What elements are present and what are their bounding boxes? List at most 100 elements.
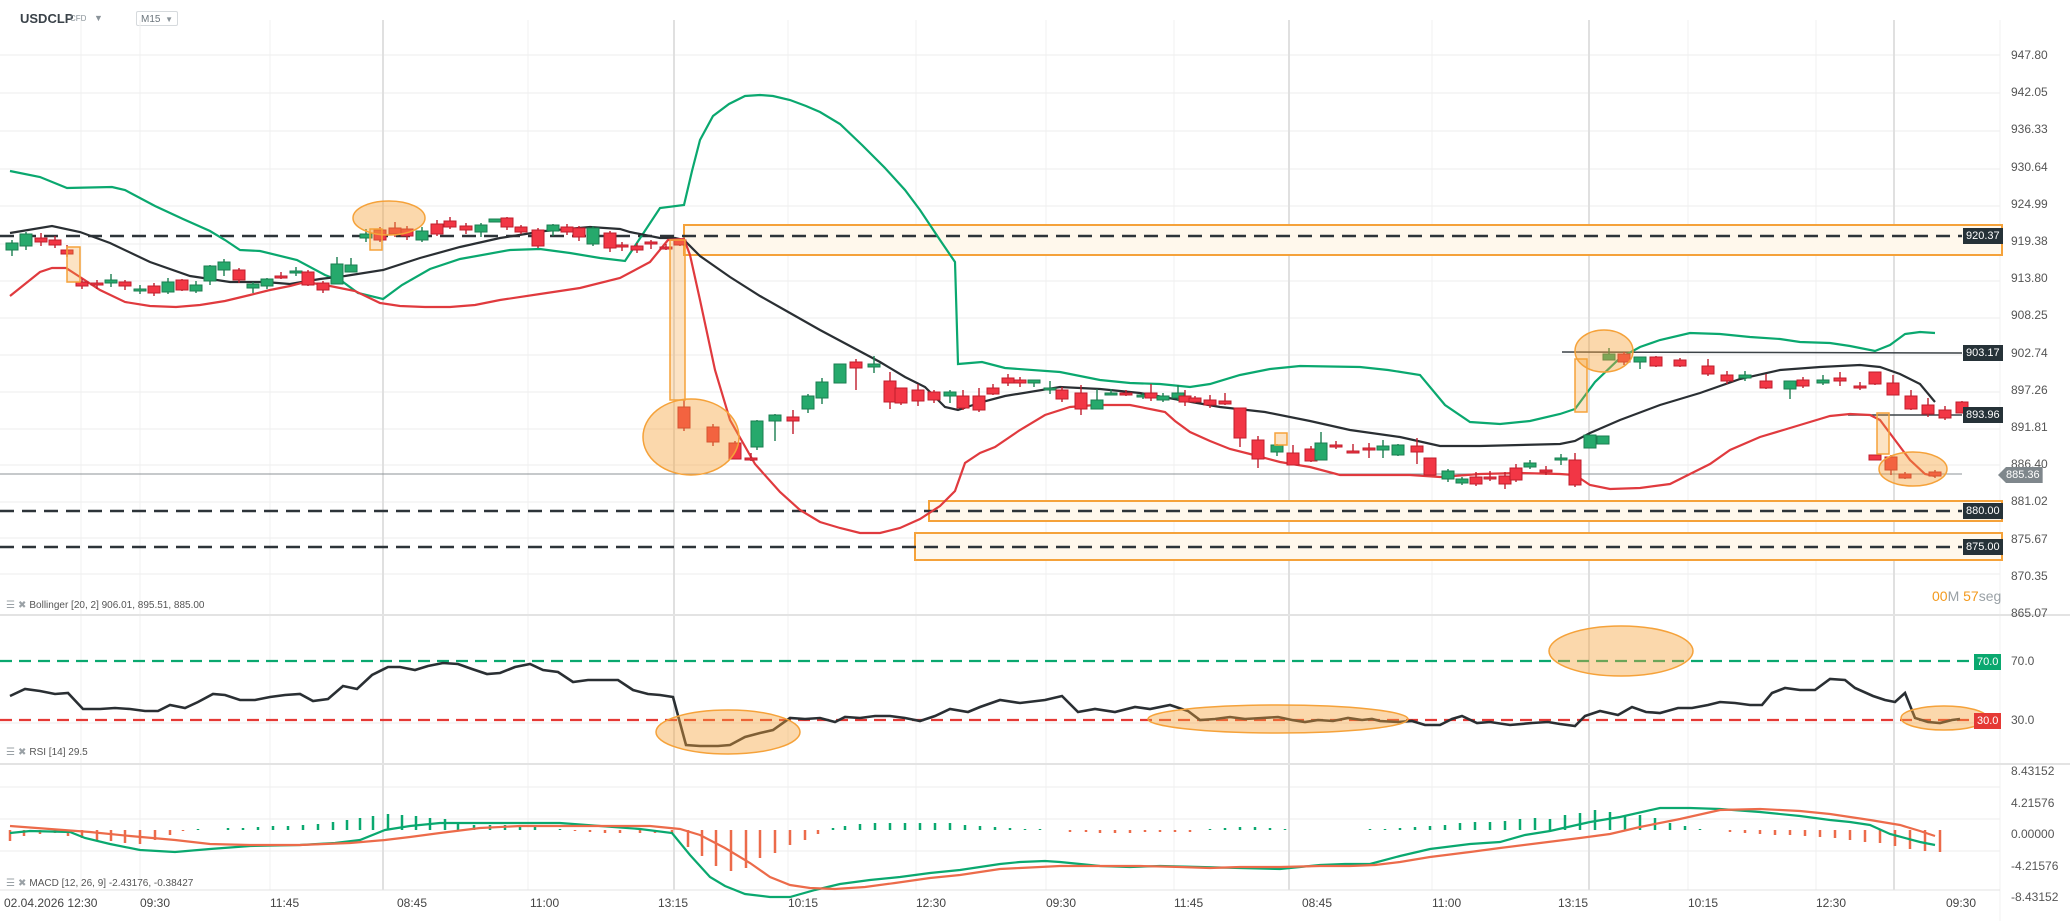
close-icon[interactable]: ✖ <box>17 878 27 889</box>
dashed-levels[interactable] <box>0 234 1962 549</box>
candle <box>1074 392 1088 410</box>
candle <box>1509 467 1523 481</box>
candle <box>1904 395 1918 410</box>
candle <box>1027 379 1041 384</box>
candle <box>943 391 957 397</box>
rsi-70-tag: 70.0 <box>1974 654 2002 670</box>
grid <box>0 54 2000 852</box>
candle <box>1554 457 1568 461</box>
candle <box>750 420 764 448</box>
candle <box>1868 454 1882 461</box>
candle <box>1539 469 1553 473</box>
candle <box>1013 379 1027 384</box>
time-axis-label: 09:30 <box>1946 896 1977 910</box>
macd-axis-label: -4.21576 <box>2011 858 2059 873</box>
settings-icon[interactable]: ☰ <box>6 600 15 611</box>
candle <box>1633 356 1647 363</box>
chart-header: USDCLP CFD ▼ M15 ▼ <box>0 0 2000 38</box>
rsi-line <box>9 661 1961 748</box>
grid-vertical <box>80 20 2001 921</box>
close-icon[interactable]: ✖ <box>17 747 27 758</box>
candle <box>956 395 970 409</box>
candle <box>659 246 673 250</box>
candle <box>560 226 574 233</box>
candle <box>1270 444 1284 453</box>
day-separators <box>382 20 1895 890</box>
price-axis-label: 936.33 <box>2011 122 2048 137</box>
price-axis-label: 908.25 <box>2011 308 2048 323</box>
candle-countdown: 00M 57seg <box>1932 588 2001 604</box>
candle <box>1673 359 1687 367</box>
time-axis-label: 11:00 <box>1432 896 1462 910</box>
candle <box>415 230 429 241</box>
candle <box>5 242 19 251</box>
candle <box>1251 439 1265 460</box>
candle <box>443 220 457 228</box>
time-axis-label: 13:15 <box>658 896 689 910</box>
candle <box>90 282 104 286</box>
candle <box>677 406 691 429</box>
candle <box>330 263 344 285</box>
candle <box>849 361 863 369</box>
candle <box>232 269 246 281</box>
chevron-down-icon: ▼ <box>165 15 173 24</box>
rsi-legend-text: RSI [14] 29.5 <box>29 747 88 758</box>
symbol-dropdown-icon[interactable]: ▼ <box>94 13 103 23</box>
candle <box>1144 392 1158 399</box>
rsi-axis-70: 70.0 <box>2011 654 2035 668</box>
price-axis-label: 881.02 <box>2011 494 2048 509</box>
candle <box>744 457 758 461</box>
candle <box>175 279 189 291</box>
candle <box>786 416 800 422</box>
price-level-tag: 893.96 <box>1963 407 2003 423</box>
candle <box>1469 476 1483 485</box>
timer-sec-unit: seg <box>1978 588 2002 604</box>
candle <box>1720 374 1734 382</box>
candle <box>1188 397 1202 403</box>
candle <box>1921 404 1935 415</box>
candle <box>1376 445 1390 451</box>
candle <box>1701 365 1715 375</box>
macd-axis-label: -8.43152 <box>2011 890 2059 904</box>
price-axis-label: 919.38 <box>2011 234 2048 248</box>
price-axis-label: 897.26 <box>2011 382 2048 397</box>
time-axis-label: 11:45 <box>270 896 300 910</box>
price-axis-label: 924.99 <box>2011 196 2048 211</box>
close-icon[interactable]: ✖ <box>17 600 27 611</box>
candle <box>644 241 658 245</box>
candle <box>1898 473 1912 479</box>
candle <box>1001 377 1015 384</box>
macd-axis-label: 8.43152 <box>2011 764 2055 778</box>
settings-icon[interactable]: ☰ <box>6 878 15 889</box>
rsi-axis-30: 30.0 <box>2011 713 2035 727</box>
bollinger-legend[interactable]: ☰ ✖ Bollinger [20, 2] 906.01, 895.51, 885.… <box>6 600 205 611</box>
timeframe-select[interactable]: M15 ▼ <box>136 11 178 26</box>
price-level-tag: 903.17 <box>1963 345 2003 361</box>
candlesticks[interactable] <box>5 217 1969 489</box>
price-level-tag: 920.37 <box>1963 228 2003 244</box>
candle <box>1853 385 1867 389</box>
candle <box>531 229 545 247</box>
candle <box>1329 444 1343 448</box>
macd-legend[interactable]: ☰ ✖ MACD [12, 26, 9] -2.43176, -0.38427 <box>6 878 193 889</box>
candle <box>217 261 231 271</box>
candle <box>706 426 720 443</box>
settings-icon[interactable]: ☰ <box>6 747 15 758</box>
candle <box>1090 399 1104 410</box>
macd-legend-text: MACD [12, 26, 9] -2.43176, -0.38427 <box>29 878 194 889</box>
candle <box>500 217 514 228</box>
rsi-legend[interactable]: ☰ ✖ RSI [14] 29.5 <box>6 747 88 758</box>
price-axis-label: 947.80 <box>2011 48 2048 62</box>
rsi-30-tag: 30.0 <box>1974 713 2002 729</box>
time-axis-label: 11:00 <box>530 896 560 910</box>
candle <box>815 381 829 399</box>
candle <box>630 245 644 251</box>
candle <box>1928 471 1942 477</box>
candle <box>1498 475 1512 485</box>
candle <box>883 380 897 403</box>
candle <box>344 264 358 273</box>
symbol-name[interactable]: USDCLP <box>20 11 74 26</box>
time-axis-label: 08:45 <box>1302 896 1333 910</box>
price-axis-label: 875.67 <box>2011 531 2048 546</box>
